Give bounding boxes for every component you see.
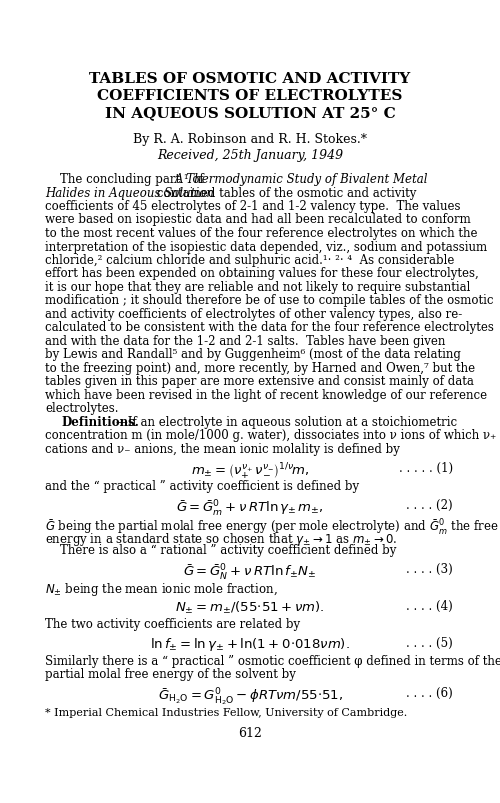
Text: Definitions.: Definitions.: [61, 415, 139, 429]
Text: which have been revised in the light of recent knowledge of our reference: which have been revised in the light of …: [45, 389, 487, 402]
Text: The concluding part ¹ of: The concluding part ¹ of: [45, 173, 207, 185]
Text: it is our hope that they are reliable and not likely to require substantial: it is our hope that they are reliable an…: [45, 281, 470, 294]
Text: —If an electrolyte in aqueous solution at a stoichiometric: —If an electrolyte in aqueous solution a…: [116, 415, 457, 429]
Text: were based on isopiestic data and had all been recalculated to conform: were based on isopiestic data and had al…: [45, 214, 471, 226]
Text: chloride,² calcium chloride and sulphuric acid.¹· ²· ⁴  As considerable: chloride,² calcium chloride and sulphuri…: [45, 254, 455, 267]
Text: . . . . (4): . . . . (4): [406, 599, 453, 612]
Text: energy in a standard state so chosen that $\gamma_{\pm} \rightarrow 1$ as $m_{\p: energy in a standard state so chosen tha…: [45, 530, 398, 547]
Text: $\bar{G} = \bar{G}^{0}_{N} + \nu\,RT\ln f_{\pm}N_{\pm}$: $\bar{G} = \bar{G}^{0}_{N} + \nu\,RT\ln …: [184, 562, 316, 581]
Text: By R. A. Robinson and R. H. Stokes.*: By R. A. Robinson and R. H. Stokes.*: [133, 132, 367, 146]
Text: interpretation of the isopiestic data depended, viz., sodium and potassium: interpretation of the isopiestic data de…: [45, 240, 487, 253]
Text: to the most recent values of the four reference electrolytes on which the: to the most recent values of the four re…: [45, 226, 478, 240]
Text: Halides in Aqueous Solution: Halides in Aqueous Solution: [45, 186, 214, 199]
Text: cations and ν₋ anions, the mean ionic molality is defined by: cations and ν₋ anions, the mean ionic mo…: [45, 442, 400, 455]
Text: The two activity coefficients are related by: The two activity coefficients are relate…: [45, 618, 300, 630]
Text: and activity coefficients of electrolytes of other valency types, also re-: and activity coefficients of electrolyte…: [45, 308, 462, 320]
Text: $N_{\pm} = m_{\pm}/(55{\cdot}51 + \nu m).$: $N_{\pm} = m_{\pm}/(55{\cdot}51 + \nu m)…: [176, 599, 324, 615]
Text: electrolytes.: electrolytes.: [45, 402, 118, 415]
Text: and with the data for the 1-2 and 2-1 salts.  Tables have been given: and with the data for the 1-2 and 2-1 sa…: [45, 335, 446, 348]
Text: calculated to be consistent with the data for the four reference electrolytes: calculated to be consistent with the dat…: [45, 321, 494, 334]
Text: contained tables of the osmotic and activity: contained tables of the osmotic and acti…: [153, 186, 416, 199]
Text: . . . . (5): . . . . (5): [406, 636, 453, 649]
Text: and the “ practical ” activity coefficient is defined by: and the “ practical ” activity coefficie…: [45, 479, 359, 492]
Text: $m_{\pm} = \left(\nu_{+}^{\nu_{+}}\, \nu_{-}^{\nu_{-}}\right)^{1/\nu}\!m,$: $m_{\pm} = \left(\nu_{+}^{\nu_{+}}\, \nu…: [191, 461, 309, 481]
Text: by Lewis and Randall⁵ and by Guggenheim⁶ (most of the data relating: by Lewis and Randall⁵ and by Guggenheim⁶…: [45, 348, 461, 361]
Text: $\ln f_{\pm} = \ln\gamma_{\pm} + \ln(1 + 0{\cdot}018\nu m).$: $\ln f_{\pm} = \ln\gamma_{\pm} + \ln(1 +…: [150, 636, 350, 653]
Text: partial molal free energy of the solvent by: partial molal free energy of the solvent…: [45, 667, 296, 681]
Text: . . . . (2): . . . . (2): [406, 498, 453, 511]
Text: $\bar{G}$ being the partial molal free energy (per mole electrolyte) and $\bar{G: $\bar{G}$ being the partial molal free e…: [45, 516, 498, 536]
Text: Received, 25th January, 1949: Received, 25th January, 1949: [157, 149, 343, 161]
Text: TABLES OF OSMOTIC AND ACTIVITY: TABLES OF OSMOTIC AND ACTIVITY: [90, 72, 410, 86]
Text: * Imperial Chemical Industries Fellow, University of Cambridge.: * Imperial Chemical Industries Fellow, U…: [45, 707, 407, 718]
Text: effort has been expended on obtaining values for these four electrolytes,: effort has been expended on obtaining va…: [45, 267, 479, 280]
Text: coefficients of 45 electrolytes of 2-1 and 1-2 valency type.  The values: coefficients of 45 electrolytes of 2-1 a…: [45, 200, 461, 213]
Text: concentration m (in mole/1000 g. water), dissociates into ν ions of which ν₊ are: concentration m (in mole/1000 g. water),…: [45, 429, 500, 442]
Text: to the freezing point) and, more recently, by Harned and Owen,⁷ but the: to the freezing point) and, more recentl…: [45, 361, 475, 374]
Text: $N_{\pm}$ being the mean ionic mole fraction,: $N_{\pm}$ being the mean ionic mole frac…: [45, 581, 278, 597]
Text: $\bar{G} = \bar{G}^{0}_{m} + \nu\,RT\ln\gamma_{\pm}\,m_{\pm},$: $\bar{G} = \bar{G}^{0}_{m} + \nu\,RT\ln\…: [176, 498, 324, 518]
Text: modification ; it should therefore be of use to compile tables of the osmotic: modification ; it should therefore be of…: [45, 294, 494, 307]
Text: 612: 612: [238, 726, 262, 739]
Text: $\bar{G}_{\mathrm{H_2O}} = G^{0}_{\mathrm{H_2O}} - \phi RT\nu m/55{\cdot}51,$: $\bar{G}_{\mathrm{H_2O}} = G^{0}_{\mathr…: [158, 686, 342, 707]
Text: A Thermodynamic Study of Bivalent Metal: A Thermodynamic Study of Bivalent Metal: [175, 173, 428, 185]
Text: tables given in this paper are more extensive and consist mainly of data: tables given in this paper are more exte…: [45, 375, 474, 388]
Text: Similarly there is a “ practical ” osmotic coefficient φ defined in terms of the: Similarly there is a “ practical ” osmot…: [45, 654, 500, 667]
Text: COEFFICIENTS OF ELECTROLYTES: COEFFICIENTS OF ELECTROLYTES: [98, 89, 403, 103]
Text: IN AQUEOUS SOLUTION AT 25° C: IN AQUEOUS SOLUTION AT 25° C: [104, 106, 396, 120]
Text: . . . . (3): . . . . (3): [406, 562, 453, 575]
Text: There is also a “ rational ” activity coefficient defined by: There is also a “ rational ” activity co…: [45, 544, 397, 556]
Text: . . . . . (1): . . . . . (1): [399, 461, 453, 474]
Text: . . . . (6): . . . . (6): [406, 686, 453, 699]
